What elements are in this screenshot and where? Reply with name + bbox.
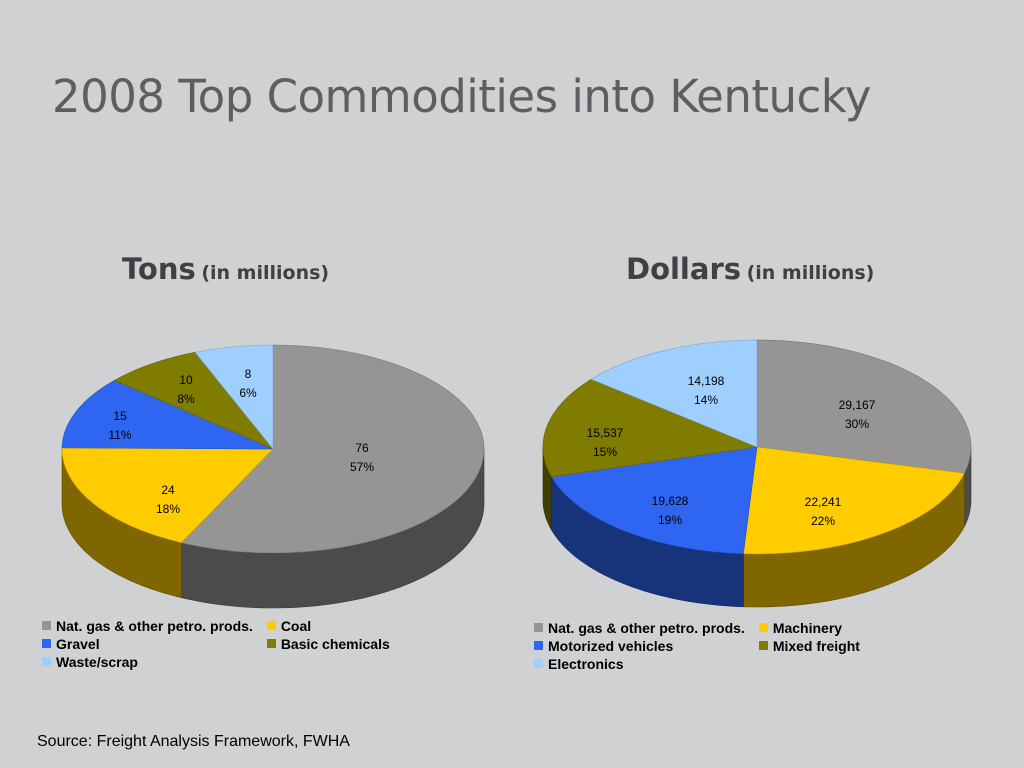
tons-legend-swatch — [42, 639, 51, 648]
tons-value-label-coal: 24 — [161, 483, 175, 497]
dollars-pie: 29,167 30% 22,241 22% 19,628 19% 15,537 15% 14,1… — [542, 339, 972, 608]
dollars-legend-label: Electronics — [548, 655, 624, 672]
dollars-slice-motorized-vehicles — [551, 446, 758, 555]
tons-legend-swatch — [266, 639, 276, 648]
tons-chart-title-unit: (in millions) — [201, 262, 330, 284]
tons-legend-swatch — [42, 657, 51, 666]
tons-legend-swatch — [42, 621, 51, 630]
dollars-legend-swatch — [534, 641, 543, 650]
dollars-percent-label-nat-gas-other-petro-prods: 30% — [845, 417, 869, 431]
tons-legend-label: Basic chemicals — [280, 635, 390, 652]
dollars-legend-swatch — [534, 623, 543, 632]
tons-percent-label-nat-gas-other-petro-prods: 57% — [350, 460, 374, 474]
dollars-slice-mixed-freight — [542, 378, 759, 478]
tons-slice-waste-scrap — [194, 344, 274, 450]
dollars-value-label-mixed-freight: 15,537 — [587, 426, 624, 440]
tons-legend-swatch — [266, 621, 276, 630]
dollars-value-label-electronics: 14,198 — [688, 374, 725, 388]
source-note: Source: Freight Analysis Framework, FWHA — [37, 733, 350, 750]
tons-percent-label-coal: 18% — [156, 502, 180, 516]
dollars-percent-label-mixed-freight: 15% — [593, 445, 617, 459]
dollars-legend-label: Motorized vehicles — [548, 637, 674, 654]
tons-chart-title: Tons (in millions) — [122, 252, 329, 286]
dollars-value-label-machinery: 22,241 — [805, 495, 842, 509]
tons-slice-nat-gas-other-petro-prods — [180, 344, 485, 554]
tons-legend-item-nat-gas-other-petro-prods: Nat. gas & other petro. prods. — [42, 617, 253, 634]
dollars-legend-item-nat-gas-other-petro-prods: Nat. gas & other petro. prods. — [534, 619, 745, 636]
tons-legend-label: Coal — [280, 617, 312, 634]
tons-legend-item-gravel: Gravel — [42, 635, 253, 652]
dollars-value-label-motorized-vehicles: 19,628 — [652, 494, 689, 508]
tons-slice-basic-chemicals — [113, 352, 274, 450]
tons-chart-title-main: Tons — [122, 252, 196, 286]
tons-legend-label: Gravel — [56, 635, 100, 652]
tons-pie: 76 57% 24 18% 15 11% 10 8% 8 6% — [61, 344, 485, 609]
dollars-legend-item-machinery: Machinery — [758, 619, 860, 636]
dollars-legend-item-mixed-freight: Mixed freight — [758, 637, 860, 654]
dollars-legend-swatch — [758, 641, 768, 650]
tons-percent-label-waste-scrap: 6% — [239, 386, 257, 400]
tons-slice-gravel — [61, 380, 274, 450]
dollars-percent-label-electronics: 14% — [694, 393, 718, 407]
tons-percent-label-gravel: 11% — [108, 428, 131, 442]
tons-value-label-nat-gas-other-petro-prods: 76 — [355, 441, 369, 455]
dollars-slice-machinery — [743, 446, 965, 555]
tons-legend-label: Waste/scrap — [56, 653, 138, 670]
dollars-slice-electronics — [590, 339, 758, 448]
dollars-chart-title-main: Dollars — [626, 252, 742, 286]
dollars-percent-label-motorized-vehicles: 19% — [658, 513, 682, 527]
dollars-legend-swatch — [758, 623, 768, 632]
tons-percent-label-basic-chemicals: 8% — [177, 392, 195, 406]
tons-legend-item-waste-scrap: Waste/scrap — [42, 653, 253, 670]
tons-legend-item-basic-chemicals: Basic chemicals — [266, 635, 390, 652]
dollars-legend-item-motorized-vehicles: Motorized vehicles — [534, 637, 745, 654]
page-title: 2008 Top Commodities into Kentucky — [52, 70, 871, 123]
dollars-value-label-nat-gas-other-petro-prods: 29,167 — [839, 398, 876, 412]
dollars-legend-label: Mixed freight — [772, 637, 860, 654]
dollars-chart-title-unit: (in millions) — [746, 262, 875, 284]
tons-value-label-gravel: 15 — [113, 409, 127, 423]
dollars-legend-item-electronics: Electronics — [534, 655, 745, 672]
tons-legend-label: Nat. gas & other petro. prods. — [56, 617, 253, 634]
dollars-percent-label-machinery: 22% — [811, 514, 835, 528]
tons-value-label-basic-chemicals: 10 — [179, 373, 193, 387]
tons-slice-coal — [61, 447, 274, 544]
dollars-slice-nat-gas-other-petro-prods — [756, 339, 972, 474]
tons-value-label-waste-scrap: 8 — [245, 367, 252, 381]
dollars-legend-swatch — [534, 659, 543, 668]
dollars-legend-label: Nat. gas & other petro. prods. — [548, 619, 745, 636]
dollars-chart-title: Dollars (in millions) — [626, 252, 874, 286]
dollars-legend-label: Machinery — [772, 619, 843, 636]
dollars-legend: Nat. gas & other petro. prods. Machinery M… — [534, 619, 860, 672]
tons-legend-item-coal: Coal — [266, 617, 390, 634]
tons-legend: Nat. gas & other petro. prods. Coal Gravel… — [42, 617, 390, 670]
